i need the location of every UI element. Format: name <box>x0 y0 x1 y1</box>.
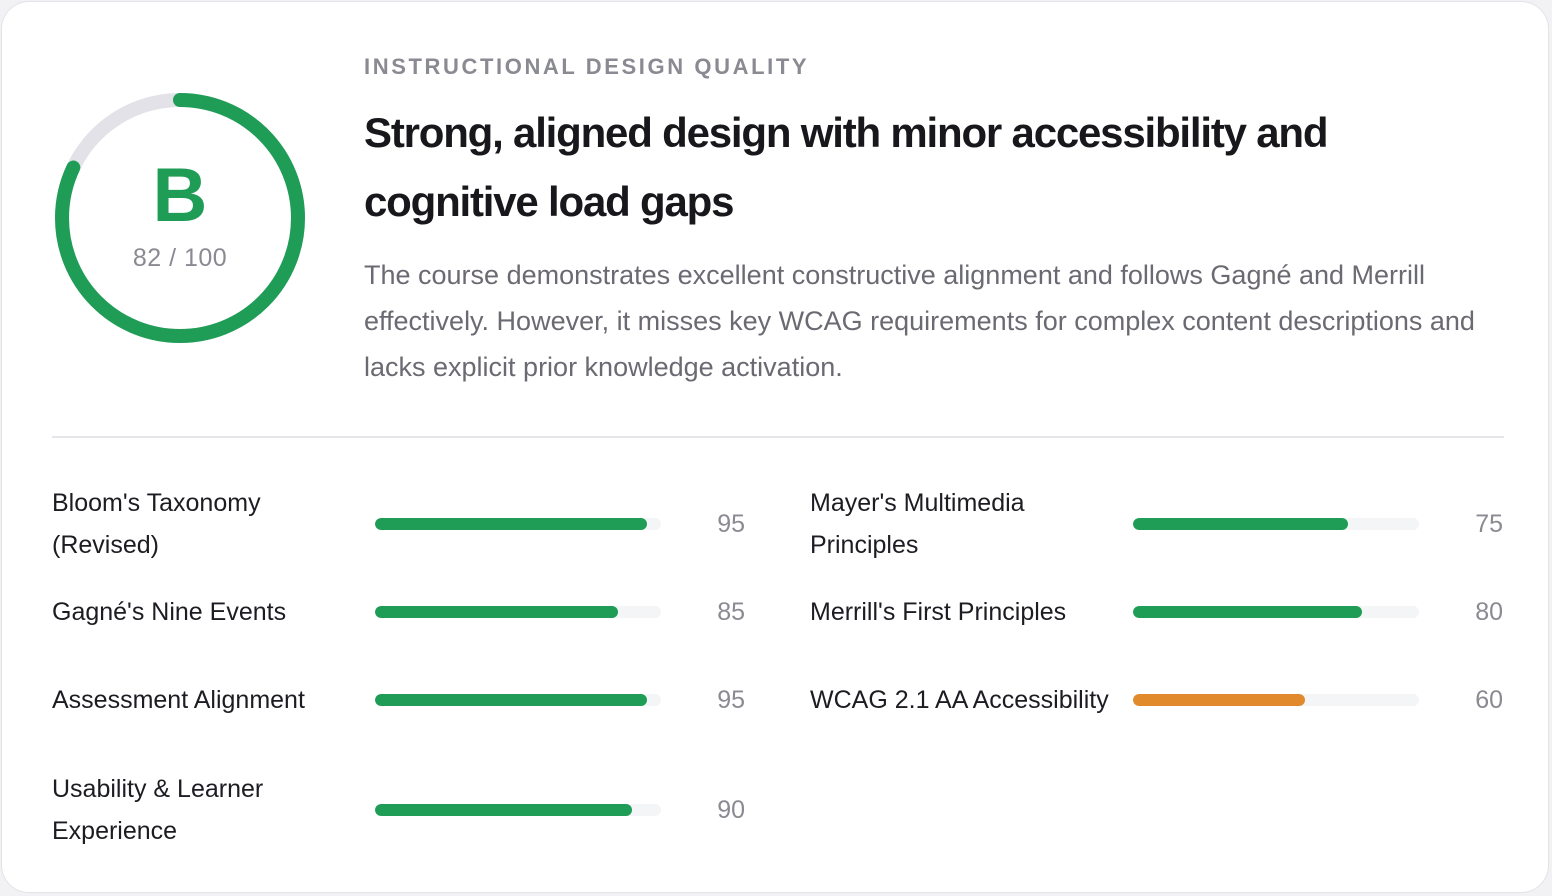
metric-value: 95 <box>717 685 745 714</box>
metric-label: Merrill's First Principles <box>810 598 1067 626</box>
metric-bar-fill <box>375 518 647 530</box>
metric-bar-track <box>375 694 661 706</box>
metric-bar-fill <box>1133 694 1305 706</box>
metric-value: 95 <box>717 509 745 538</box>
metric-value: 80 <box>1475 597 1503 626</box>
metric-bar-track <box>375 804 661 816</box>
metric-bar-fill <box>375 606 619 618</box>
summary-text: The course demonstrates excellent constr… <box>364 260 1475 382</box>
metric-bar-track <box>375 518 661 530</box>
metric-label: Usability & Learner Experience <box>52 775 264 845</box>
metric-bar-fill <box>375 694 647 706</box>
score-ring <box>55 93 305 343</box>
divider <box>52 436 1504 438</box>
metric-bar-track <box>1133 606 1419 618</box>
metric-label: WCAG 2.1 AA Accessibility <box>810 686 1109 714</box>
metric-label: Mayer's Multimedia Principles <box>810 489 1025 559</box>
metric-bar-fill <box>375 804 633 816</box>
grade-letter: B <box>152 153 208 238</box>
metric-value: 60 <box>1475 685 1503 714</box>
metric-value: 75 <box>1475 509 1503 538</box>
metric-bar-fill <box>1133 518 1348 530</box>
metric-bar-track <box>375 606 661 618</box>
grade-score: 82 / 100 <box>132 244 228 272</box>
metric-bar-track <box>1133 694 1419 706</box>
headline: Strong, aligned design with minor access… <box>364 109 1329 225</box>
section-eyebrow: INSTRUCTIONAL DESIGN QUALITY <box>364 54 810 79</box>
metric-bar-fill <box>1133 606 1362 618</box>
metric-value: 85 <box>717 597 745 626</box>
metric-label: Assessment Alignment <box>52 686 305 714</box>
score-ring-progress <box>55 93 305 343</box>
metric-label: Gagné's Nine Events <box>52 598 287 626</box>
metric-label: Bloom's Taxonomy (Revised) <box>52 489 261 559</box>
score-gauge: B 82 / 100 <box>52 90 308 346</box>
metric-value: 90 <box>717 795 745 824</box>
metric-bar-track <box>1133 518 1419 530</box>
